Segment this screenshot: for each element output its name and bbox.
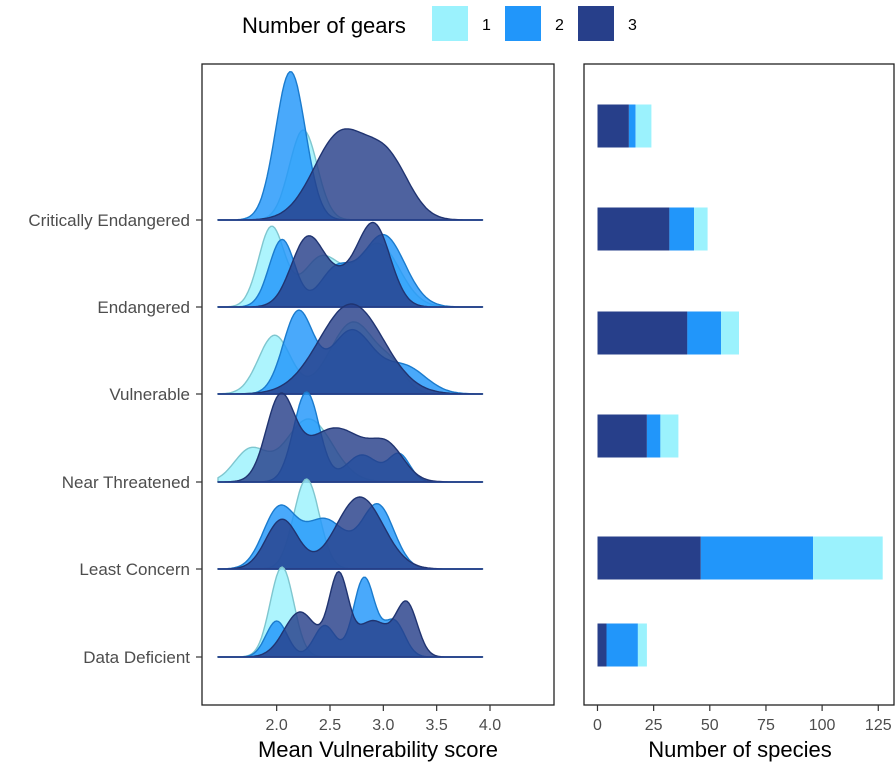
bar-x-tick-label: 125: [865, 717, 892, 734]
bar-vulnerable-gear-3: [597, 311, 688, 355]
bar-endangered-gear-1: [694, 207, 708, 251]
ridge-vulnerable: [217, 303, 484, 395]
ridgeline-panel: 2.0 2.5 3.0 3.5 4.0 Data Deficient Least Conc…: [28, 63, 555, 762]
ridge-data-deficient: [217, 566, 484, 658]
bar-critically-endangered-gear-2: [628, 104, 636, 148]
density-critically-endangered-gear-3: [217, 128, 484, 221]
bar-x-tick-label: 100: [809, 717, 836, 734]
density-vulnerable-gear-3: [217, 303, 484, 395]
bar-critically-endangered-gear-1: [635, 104, 652, 148]
ridge-endangered: [217, 221, 484, 308]
stacked-bars: [597, 104, 883, 667]
bar-least-concern-gear-3: [597, 536, 701, 580]
density-data-deficient-gear-3: [217, 570, 484, 658]
bar-endangered-gear-3: [597, 207, 670, 251]
legend-swatch-1: [432, 6, 468, 41]
bar-x-axis: 0 25 50 75 100 125: [593, 705, 892, 734]
bar-x-tick-label: 75: [757, 717, 775, 734]
bar-x-tick-label: 25: [645, 717, 663, 734]
bar-panel-frame: [583, 63, 895, 706]
ridgeline-x-tick-label: 3.0: [372, 717, 394, 734]
bar-x-tick-label: 50: [701, 717, 719, 734]
category-label: Least Concern: [79, 560, 190, 579]
bar-least-concern-gear-2: [700, 536, 814, 580]
bar-near-threatened-gear-1: [660, 414, 679, 458]
ridge-critically-endangered: [217, 71, 484, 221]
ridgeline-x-tick-label: 2.0: [266, 717, 288, 734]
legend-label-3: 3: [628, 17, 637, 34]
bar-least-concern-gear-1: [813, 536, 883, 580]
ridgeline-x-axis: 2.0 2.5 3.0 3.5 4.0: [266, 705, 501, 734]
category-label: Vulnerable: [109, 385, 190, 404]
ridgeline-x-tick-label: 4.0: [479, 717, 501, 734]
bar-x-tick-label: 0: [593, 717, 602, 734]
ridge-least-concern: [217, 478, 484, 570]
legend-swatch-3: [578, 6, 614, 41]
density-least-concern-gear-3: [217, 496, 484, 570]
bar-vulnerable-gear-1: [721, 311, 739, 355]
ridgeline-x-tick-label: 3.5: [426, 717, 448, 734]
bar-near-threatened-gear-3: [597, 414, 647, 458]
legend-label-1: 1: [482, 17, 491, 34]
ridgeline-x-tick-label: 2.5: [319, 717, 341, 734]
ridgeline-x-axis-title: Mean Vulnerability score: [258, 737, 498, 762]
bar-critically-endangered-gear-3: [597, 104, 629, 148]
ridgeline-densities: [217, 71, 484, 658]
legend-swatch-2: [505, 6, 541, 41]
category-label: Endangered: [97, 298, 190, 317]
bar-x-axis-title: Number of species: [648, 737, 831, 762]
category-label: Near Threatened: [62, 473, 190, 492]
category-label: Data Deficient: [83, 648, 190, 667]
bar-data-deficient-gear-3: [597, 623, 607, 667]
legend-label-2: 2: [555, 17, 564, 34]
category-label: Critically Endangered: [28, 211, 190, 230]
ridgeline-y-axis: Data Deficient Least Concern Near Threaten…: [28, 211, 202, 667]
ridgeline-panel-frame: [201, 63, 555, 706]
bar-near-threatened-gear-2: [646, 414, 661, 458]
ridge-near-threatened: [217, 391, 484, 483]
bar-panel: 0 25 50 75 100 125 Number of species: [583, 63, 895, 762]
legend-title: Number of gears: [242, 13, 406, 38]
bar-data-deficient-gear-2: [606, 623, 638, 667]
density-near-threatened-gear-3: [217, 392, 484, 483]
legend: Number of gears 1 2 3: [242, 6, 637, 41]
bar-vulnerable-gear-2: [687, 311, 721, 355]
bar-endangered-gear-2: [669, 207, 695, 251]
bar-data-deficient-gear-1: [637, 623, 647, 667]
